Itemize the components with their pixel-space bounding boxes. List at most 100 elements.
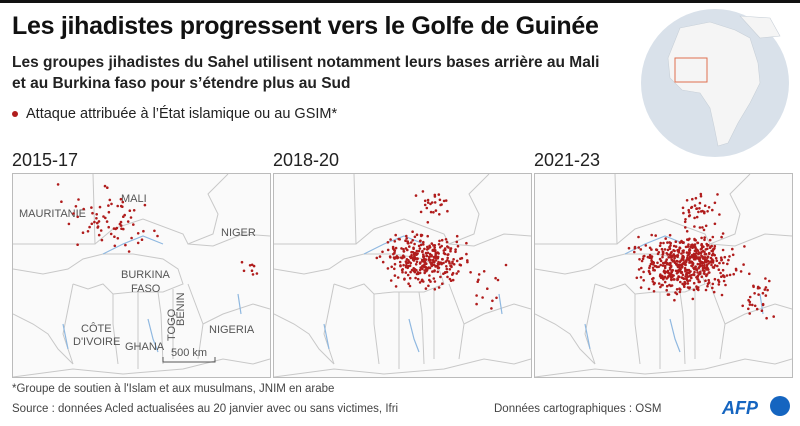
- river: [584, 323, 591, 350]
- attack-dot: [413, 235, 417, 239]
- attack-dot: [686, 254, 690, 257]
- attack-dot: [673, 249, 676, 253]
- attack-dot: [390, 265, 393, 269]
- attack-dot: [77, 198, 80, 201]
- attack-dot: [432, 277, 436, 280]
- attack-dot: [421, 249, 424, 253]
- attack-dot: [695, 285, 698, 288]
- attack-dot: [687, 214, 691, 218]
- attack-dot: [393, 251, 396, 255]
- attack-dot: [436, 262, 440, 266]
- attack-dot: [425, 254, 429, 258]
- attack-dot: [761, 291, 765, 295]
- attack-dot: [722, 279, 726, 283]
- attack-dot: [401, 270, 404, 274]
- attack-dot: [482, 270, 486, 273]
- attack-dot: [639, 286, 643, 289]
- attack-dot: [416, 277, 420, 281]
- attack-dot: [687, 211, 691, 214]
- attack-dot: [434, 209, 438, 212]
- attack-dot: [408, 276, 412, 280]
- attack-dot: [641, 257, 645, 261]
- attack-dot: [704, 279, 707, 282]
- attack-dot: [676, 277, 679, 280]
- attack-dot: [676, 255, 679, 259]
- attack-dot: [136, 232, 140, 235]
- attack-dot: [240, 260, 244, 264]
- attack-dot: [748, 312, 751, 315]
- attack-dot: [695, 252, 698, 255]
- attack-dot: [742, 263, 745, 266]
- attack-dot: [143, 203, 147, 207]
- attack-dot: [748, 303, 752, 306]
- attack-dot: [426, 245, 429, 249]
- attack-dot: [734, 267, 738, 271]
- attack-dot: [97, 220, 101, 223]
- attack-dot: [671, 274, 674, 277]
- attack-dot: [717, 268, 721, 271]
- attack-dot: [638, 258, 641, 261]
- attack-dot: [414, 263, 418, 266]
- attack-dot: [698, 259, 702, 263]
- attack-dot: [756, 286, 760, 290]
- map-2015-17: MALI MAURITANIE NIGER BURKINA FASO BÉNIN…: [12, 173, 271, 378]
- attack-dot: [697, 256, 701, 259]
- attack-dot: [403, 278, 406, 281]
- attack-dot: [466, 259, 469, 262]
- attack-dot: [491, 299, 494, 303]
- attack-dot: [649, 262, 653, 266]
- attack-dot: [741, 304, 744, 308]
- attack-dot: [692, 273, 695, 276]
- attack-dot: [416, 257, 419, 260]
- attack-dot: [701, 226, 704, 229]
- attack-dot: [680, 252, 683, 255]
- attack-dot: [102, 215, 105, 218]
- attack-dot: [685, 277, 688, 280]
- attack-dot: [419, 239, 422, 243]
- attack-dot: [698, 265, 701, 269]
- attack-dot: [445, 265, 448, 268]
- attack-dot: [451, 273, 454, 276]
- attack-dot: [689, 245, 693, 249]
- country-border: [157, 291, 164, 365]
- attack-dot: [449, 264, 452, 268]
- attack-dot: [717, 280, 721, 283]
- country-border: [323, 283, 335, 365]
- attack-dot: [695, 255, 698, 259]
- attack-dot: [448, 277, 452, 281]
- attack-dot: [708, 271, 711, 274]
- label-divoire: D'IVOIRE: [73, 336, 120, 348]
- attack-dot: [681, 262, 684, 266]
- attack-dot: [693, 204, 697, 207]
- attack-dot: [728, 273, 732, 277]
- attack-dot: [406, 273, 410, 277]
- attack-dot: [763, 288, 767, 291]
- attack-dot: [422, 253, 425, 256]
- attack-dot: [698, 201, 702, 205]
- attack-dot: [706, 210, 709, 213]
- attack-dot: [456, 244, 460, 248]
- attack-dot: [701, 266, 705, 270]
- attack-dot: [695, 207, 699, 210]
- attack-dot: [668, 274, 671, 277]
- attack-dot: [430, 242, 434, 245]
- attack-dot: [711, 235, 715, 239]
- scale-bar: [162, 357, 216, 363]
- attack-dot: [428, 244, 431, 248]
- attack-dot: [653, 281, 656, 285]
- attack-dot: [432, 211, 435, 214]
- attack-dot: [757, 293, 760, 296]
- country-border: [62, 283, 74, 365]
- label-togo: TOGO: [166, 308, 178, 341]
- attack-dot: [429, 202, 432, 206]
- attack-dot: [408, 284, 412, 288]
- attack-dot: [447, 246, 450, 249]
- attack-dot: [411, 250, 415, 254]
- attack-dot: [136, 241, 140, 245]
- attack-dot: [693, 243, 697, 246]
- attack-dot: [436, 257, 440, 260]
- attack-dot: [415, 249, 419, 253]
- attack-dot: [712, 248, 715, 251]
- attack-dot: [670, 255, 674, 259]
